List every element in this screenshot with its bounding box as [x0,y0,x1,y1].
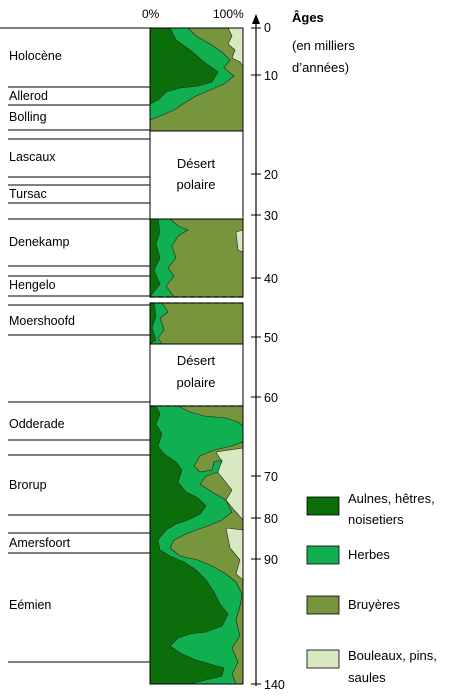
age-tick-90: 90 [264,553,278,567]
legend-swatch-herbes [306,545,340,565]
legend-bouleaux-line1: Bouleaux, pins, [348,648,437,663]
age-tick-0: 0 [264,21,271,35]
desert-2-line1: Désert [177,353,216,368]
desert-box-2: Désert polaire [149,343,244,407]
period-tursac: Tursac [9,187,47,201]
pollen-segment-2 [149,218,244,298]
period-odderade: Odderade [9,417,65,431]
period-denekamp: Denekamp [9,235,69,249]
pct-0-label: 0% [142,7,160,21]
ages-subtitle-2: d’années) [292,60,349,75]
legend-bruyeres: Bruyères [348,597,401,612]
pollen-segment-1 [149,27,244,132]
desert-1-line1: Désert [177,156,216,171]
age-tick-140: 140 [264,678,285,692]
legend: Aulnes, hêtres, noisetiers Herbes Bruyèr… [306,491,437,685]
desert-1-line2: polaire [176,177,215,192]
legend-aulnes-line2: noisetiers [348,512,404,527]
legend-aulnes-line1: Aulnes, hêtres, [348,491,435,506]
period-column [0,27,150,663]
period-holocene: Holocène [9,49,62,63]
legend-swatch-bruyeres [306,595,340,615]
desert-2-line2: polaire [176,375,215,390]
pollen-segment-4 [149,405,244,685]
age-tick-80: 80 [264,512,278,526]
age-axis [251,14,261,686]
ages-subtitle-1: (en milliers [292,38,355,53]
legend-swatch-bouleaux [306,649,340,669]
age-tick-30: 30 [264,209,278,223]
period-brorup: Brorup [9,478,47,492]
age-tick-40: 40 [264,272,278,286]
age-tick-50: 50 [264,331,278,345]
pollen-segment-3 [149,302,244,345]
pollen-column: Désert polaire Désert polaire [149,27,244,685]
period-moershoofd: Moershoofd [9,314,75,328]
desert-box-1: Désert polaire [149,130,244,220]
legend-bouleaux-line2: saules [348,670,386,685]
period-eemien: Eémien [9,598,51,612]
ages-title: Âges [292,10,324,25]
age-tick-70: 70 [264,470,278,484]
period-bolling: Bolling [9,110,47,124]
age-tick-10: 10 [264,69,278,83]
period-amersfoort: Amersfoort [9,536,71,550]
period-allerod: Allerod [9,89,48,103]
age-tick-20: 20 [264,168,278,182]
legend-swatch-aulnes [306,496,340,516]
period-lascaux: Lascaux [9,150,56,164]
age-tick-60: 60 [264,391,278,405]
period-hengelo: Hengelo [9,278,56,292]
axis-arrow-icon [252,14,260,24]
legend-herbes: Herbes [348,547,390,562]
pct-100-label: 100% [213,7,244,21]
